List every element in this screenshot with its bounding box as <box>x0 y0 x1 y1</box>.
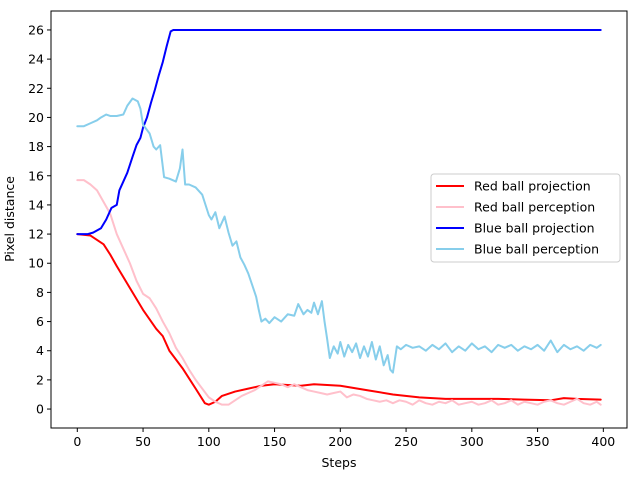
series-line-4 <box>76 97 602 374</box>
y-tick-label: 2 <box>36 372 44 387</box>
x-tick-label: 250 <box>394 434 418 449</box>
x-tick-label: 150 <box>263 434 287 449</box>
legend-label-2: Red ball perception <box>474 200 595 215</box>
y-tick-label: 18 <box>28 139 44 154</box>
plot-frame <box>50 10 628 429</box>
y-tick-label: 26 <box>28 22 44 37</box>
x-tick-label: 400 <box>591 434 615 449</box>
legend-label-4: Blue ball perception <box>474 242 599 257</box>
y-tick-label: 20 <box>28 110 44 125</box>
y-tick-label: 0 <box>36 402 44 417</box>
x-tick-label: 100 <box>197 434 221 449</box>
y-tick-label: 14 <box>28 197 44 212</box>
y-axis-label: Pixel distance <box>2 176 17 262</box>
y-tick-label: 24 <box>28 52 44 67</box>
x-axis: 0 50 100 150 200 250 300 350 400 <box>73 428 615 449</box>
legend: Red ball projection Red ball perception Bl… <box>430 173 621 263</box>
plot-lines <box>76 28 602 406</box>
x-tick-label: 300 <box>460 434 484 449</box>
legend-label-1: Red ball projection <box>474 179 591 194</box>
x-tick-label: 0 <box>73 434 81 449</box>
y-tick-label: 16 <box>28 168 44 183</box>
y-tick-label: 8 <box>36 285 44 300</box>
series-line-2 <box>76 179 602 406</box>
y-tick-label: 10 <box>28 256 44 271</box>
x-tick-label: 350 <box>526 434 550 449</box>
x-axis-label: Steps <box>322 455 357 470</box>
legend-box <box>430 173 621 263</box>
y-tick-label: 22 <box>28 81 44 96</box>
series-line-1 <box>76 233 602 406</box>
legend-label-3: Blue ball projection <box>474 221 595 236</box>
series-line-3 <box>76 28 602 236</box>
y-tick-label: 12 <box>28 227 44 242</box>
y-tick-label: 4 <box>36 343 44 358</box>
x-tick-label: 50 <box>135 434 151 449</box>
x-tick-label: 200 <box>328 434 352 449</box>
y-tick-label: 6 <box>36 314 44 329</box>
